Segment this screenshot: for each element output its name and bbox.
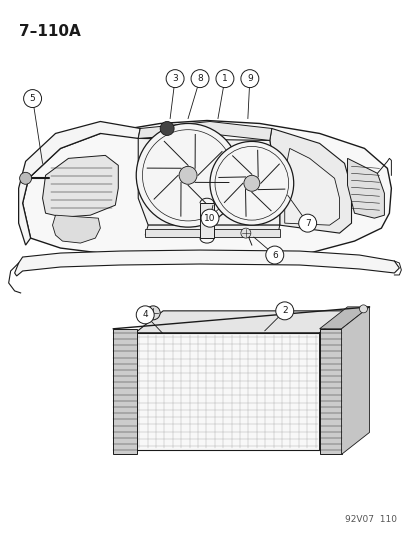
Text: 92V07  110: 92V07 110 [344, 515, 396, 524]
Circle shape [136, 306, 154, 324]
Circle shape [240, 228, 250, 238]
Text: 5: 5 [30, 94, 36, 103]
Bar [319, 329, 341, 454]
Text: 6: 6 [271, 251, 277, 260]
Text: 1: 1 [221, 74, 227, 83]
Circle shape [179, 166, 197, 184]
Polygon shape [138, 122, 271, 140]
Text: 3: 3 [172, 74, 178, 83]
Circle shape [19, 172, 31, 184]
Text: 7: 7 [304, 219, 310, 228]
Text: 8: 8 [197, 74, 202, 83]
Circle shape [298, 214, 316, 232]
Polygon shape [319, 307, 368, 329]
Polygon shape [43, 156, 118, 217]
Bar [135, 333, 319, 450]
Bar [199, 203, 214, 238]
Text: 10: 10 [204, 214, 215, 223]
Polygon shape [269, 128, 351, 233]
Circle shape [209, 141, 293, 225]
Circle shape [358, 305, 367, 313]
Text: 2: 2 [281, 306, 287, 316]
Circle shape [190, 70, 209, 87]
Polygon shape [284, 148, 339, 225]
Circle shape [160, 122, 174, 135]
Circle shape [24, 90, 41, 108]
Text: 4: 4 [142, 310, 148, 319]
Polygon shape [52, 215, 100, 243]
Circle shape [146, 306, 160, 320]
Polygon shape [14, 250, 399, 276]
Polygon shape [319, 311, 347, 450]
Polygon shape [347, 158, 384, 218]
Circle shape [201, 209, 218, 227]
Polygon shape [19, 122, 140, 245]
Bar [113, 329, 137, 454]
Polygon shape [135, 311, 347, 333]
Circle shape [216, 70, 233, 87]
Polygon shape [145, 225, 279, 235]
Circle shape [243, 175, 259, 191]
Bar [145, 229, 279, 237]
Text: 7–110A: 7–110A [19, 24, 80, 39]
Circle shape [275, 302, 293, 320]
Polygon shape [23, 120, 390, 263]
Circle shape [136, 124, 239, 227]
Circle shape [240, 70, 258, 87]
Polygon shape [341, 307, 368, 454]
Circle shape [166, 70, 184, 87]
Text: 9: 9 [247, 74, 252, 83]
Circle shape [265, 246, 283, 264]
Polygon shape [138, 139, 279, 225]
